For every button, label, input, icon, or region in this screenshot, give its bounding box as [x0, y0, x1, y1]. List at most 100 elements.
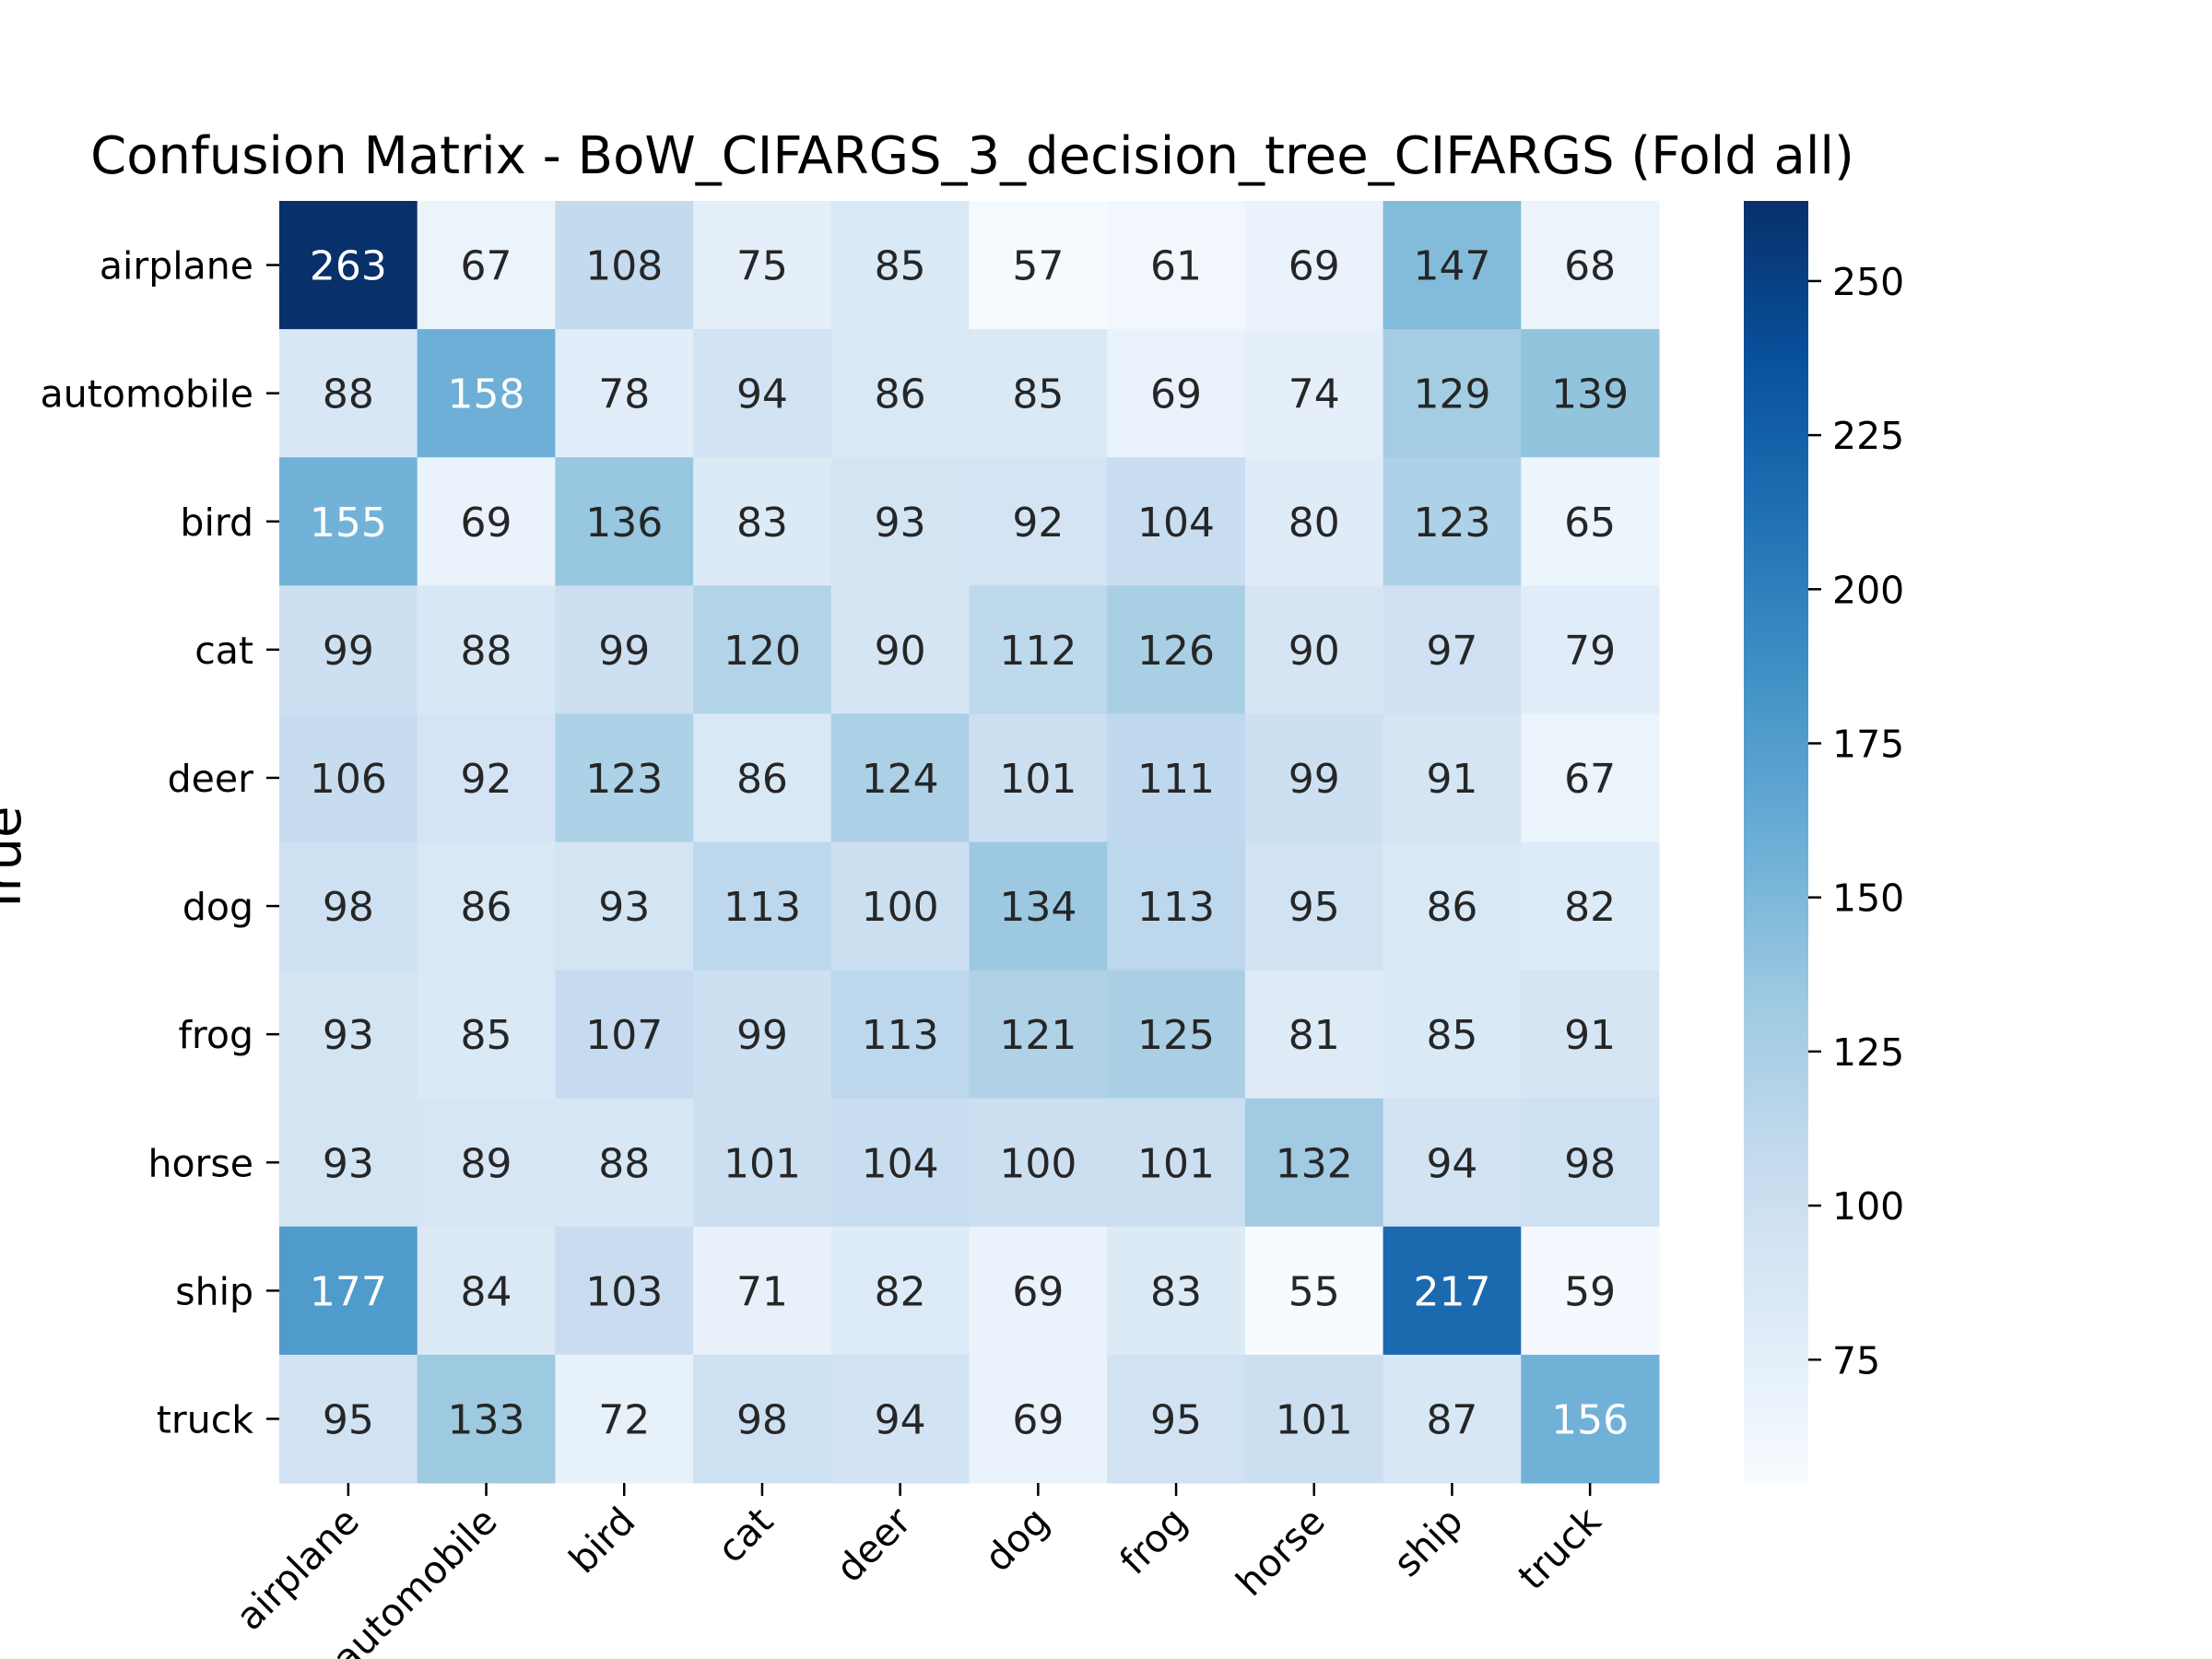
- heatmap-cell: [1382, 1354, 1522, 1484]
- heatmap-cell: [279, 585, 418, 714]
- colorbar-tick-label: 125: [1832, 1030, 1904, 1075]
- heatmap-cell: [1521, 201, 1660, 330]
- heatmap-cell: [279, 1226, 418, 1356]
- heatmap-cell: [969, 1226, 1108, 1356]
- heatmap-cell: [969, 713, 1108, 842]
- heatmap-cell: [555, 457, 694, 586]
- heatmap-cell: [1521, 457, 1660, 586]
- cell-value-label: 120: [724, 628, 801, 675]
- cell-value-label: 93: [598, 884, 650, 931]
- heatmap-cell: [693, 201, 832, 330]
- colorbar-ticks: 75 100 125 150 175 200 225 250: [1808, 260, 1904, 1382]
- colorbar-tick-label: 100: [1832, 1184, 1904, 1229]
- y-tick-label: airplane: [100, 244, 253, 288]
- y-tick-label: truck: [157, 1397, 253, 1441]
- cell-value-label: 108: [585, 243, 663, 290]
- cell-value-label: 107: [585, 1012, 663, 1059]
- heatmap-cell: [693, 1226, 832, 1356]
- heatmap-cell: [555, 713, 694, 842]
- cell-value-label: 177: [310, 1268, 387, 1315]
- cell-value-label: 125: [1137, 1012, 1215, 1059]
- cell-value-label: 65: [1564, 500, 1616, 547]
- cell-value-label: 92: [461, 756, 512, 803]
- heatmap-cell: [1244, 201, 1384, 330]
- chart-title: Confusion Matrix - BoW_CIFARGS_3_decisio…: [90, 126, 1854, 186]
- cell-value-label: 156: [1551, 1396, 1629, 1443]
- heatmap-cell: [693, 1354, 832, 1484]
- cell-value-label: 155: [310, 500, 387, 547]
- cell-value-label: 75: [736, 243, 788, 290]
- heatmap-cell: [555, 841, 694, 971]
- heatmap-cell: [1521, 841, 1660, 971]
- heatmap-cell: [830, 329, 970, 458]
- cell-value-label: 101: [1276, 1396, 1353, 1443]
- x-tick-label: frog: [1112, 1499, 1196, 1583]
- cell-value-label: 69: [461, 500, 512, 547]
- cell-value-label: 89: [461, 1140, 512, 1187]
- cell-value-label: 158: [448, 371, 525, 418]
- cell-value-label: 69: [1012, 1268, 1064, 1315]
- heatmap-cell: [1521, 329, 1660, 458]
- heatmap-cell: [1382, 585, 1522, 714]
- cell-value-label: 61: [1150, 243, 1202, 290]
- heatmap-cell: [1107, 585, 1246, 714]
- heatmap-cell: [1521, 585, 1660, 714]
- cell-value-label: 112: [999, 628, 1077, 675]
- heatmap-cell: [1521, 970, 1660, 1100]
- heatmap-cell: [279, 970, 418, 1100]
- heatmap-cell: [417, 201, 556, 330]
- y-tick-label: bird: [180, 500, 253, 545]
- heatmap-cell: [969, 1354, 1108, 1484]
- cell-value-label: 103: [585, 1268, 663, 1315]
- cell-value-label: 83: [736, 500, 788, 547]
- heatmap-cell: [417, 841, 556, 971]
- heatmap-cell: [1244, 585, 1384, 714]
- heatmap-cell: [693, 329, 832, 458]
- cell-value-label: 123: [585, 756, 663, 803]
- cell-value-label: 98: [323, 884, 374, 931]
- y-tick-label: automobile: [41, 372, 253, 417]
- heatmap-cell: [693, 457, 832, 586]
- heatmap-cell-labels: 263 67 108 75 85 57 61 69 147 68 88 158 78 94 86 85 69 74…: [310, 243, 1629, 1444]
- cell-value-label: 86: [1426, 884, 1477, 931]
- heatmap-cell: [1521, 713, 1660, 842]
- cell-value-label: 95: [323, 1396, 374, 1443]
- cell-value-label: 86: [875, 371, 926, 418]
- y-tick-label: dog: [182, 885, 253, 929]
- colorbar-tick-label: 200: [1832, 568, 1904, 612]
- heatmap-cell: [830, 585, 970, 714]
- cell-value-label: 95: [1288, 884, 1340, 931]
- heatmap-cell: [279, 201, 418, 330]
- cell-value-label: 101: [999, 756, 1077, 803]
- cell-value-label: 123: [1413, 500, 1490, 547]
- cell-value-label: 147: [1413, 243, 1490, 290]
- cell-value-label: 99: [598, 628, 650, 675]
- heatmap-cell: [1107, 1226, 1246, 1356]
- cell-value-label: 91: [1564, 1012, 1616, 1059]
- heatmap-cell: [1521, 1226, 1660, 1356]
- cell-value-label: 59: [1564, 1268, 1616, 1315]
- cell-value-label: 55: [1288, 1268, 1340, 1315]
- cell-value-label: 82: [1564, 884, 1616, 931]
- y-tick-label: deer: [168, 757, 253, 801]
- heatmap-cell: [417, 970, 556, 1100]
- cell-value-label: 93: [875, 500, 926, 547]
- cell-value-label: 111: [1137, 756, 1215, 803]
- colorbar-tick-label: 175: [1832, 723, 1904, 767]
- cell-value-label: 57: [1012, 243, 1064, 290]
- heatmap-cell: [1382, 841, 1522, 971]
- y-tick-label: frog: [179, 1013, 254, 1057]
- cell-value-label: 78: [598, 371, 650, 418]
- cell-value-label: 71: [736, 1268, 788, 1315]
- heatmap-cell: [1107, 1098, 1246, 1228]
- heatmap-cell: [1107, 457, 1246, 586]
- heatmap-cell: [417, 585, 556, 714]
- cell-value-label: 133: [448, 1396, 525, 1443]
- heatmap-cell: [1382, 1226, 1522, 1356]
- heatmap-cell: [279, 841, 418, 971]
- cell-value-label: 100: [862, 884, 939, 931]
- y-tick-label: ship: [175, 1269, 253, 1313]
- cell-value-label: 81: [1288, 1012, 1340, 1059]
- heatmap-cell: [279, 457, 418, 586]
- cell-value-label: 79: [1564, 628, 1616, 675]
